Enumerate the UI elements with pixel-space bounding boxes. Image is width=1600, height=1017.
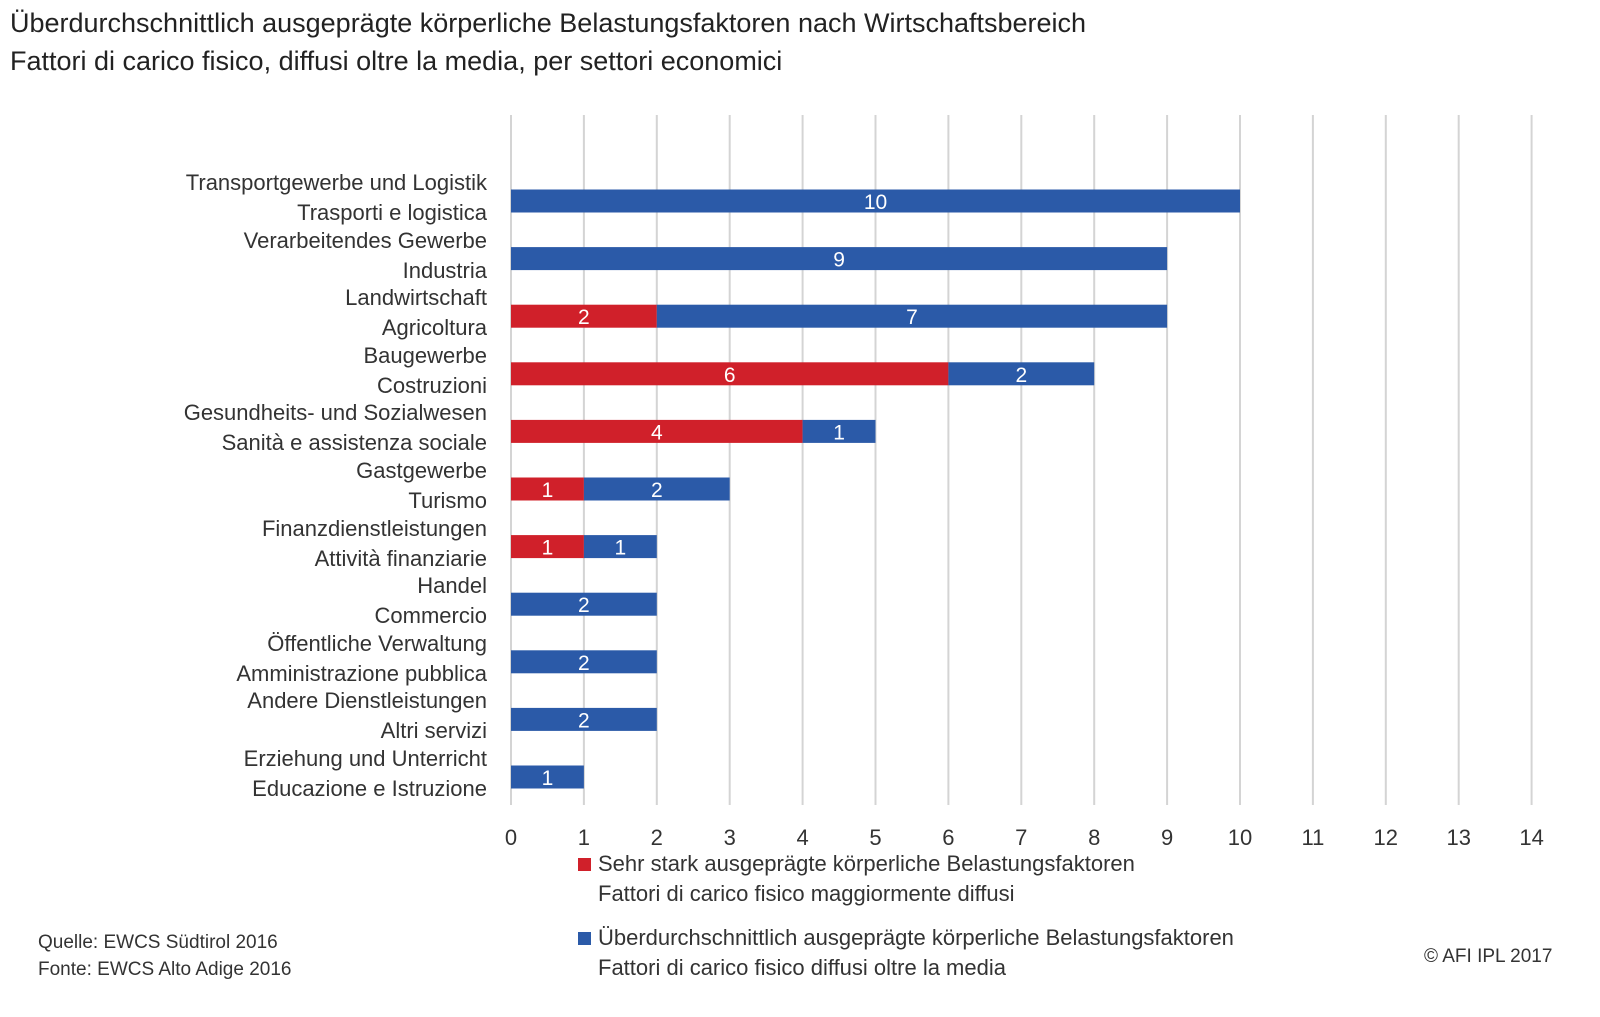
- data-label: 2: [578, 594, 590, 617]
- bar-segment-blue: [802, 419, 876, 443]
- bar-segment-blue: [511, 707, 657, 731]
- bar-segment-red: [511, 477, 584, 501]
- category-label-de: Transportgewerbe und Logistik: [185, 170, 487, 195]
- category-label-de: Gastgewerbe: [356, 458, 487, 483]
- source-de: Quelle: EWCS Südtirol 2016: [38, 932, 278, 953]
- data-label: 2: [578, 709, 590, 732]
- category-label-de: Handel: [417, 573, 487, 599]
- legend-label-blue-it: Fattori di carico fisico diffusi oltre l…: [598, 955, 1006, 980]
- bar-segment-blue: [656, 304, 1168, 328]
- data-label: 2: [1015, 364, 1027, 387]
- x-tick-label: 1: [578, 825, 590, 850]
- category-label-it: Amministrazione pubblica: [236, 660, 487, 686]
- category-label-it: Turismo: [408, 488, 487, 513]
- category-label-de: Verarbeitendes Gewerbe: [243, 227, 487, 253]
- bar-segment-blue: [511, 650, 657, 674]
- bar-segment-red: [511, 362, 949, 386]
- x-tick-label: 11: [1301, 825, 1324, 850]
- category-label-de: Andere Dienstleistungen: [247, 688, 487, 714]
- bar-segment-red: [511, 535, 584, 559]
- data-label: 9: [833, 249, 845, 272]
- legend-label-red-it: Fattori di carico fisico maggiormente di…: [598, 881, 1015, 906]
- data-label: 2: [651, 479, 663, 502]
- bar-segment-blue: [511, 765, 584, 789]
- x-tick-label: 13: [1446, 825, 1470, 850]
- x-tick-label: 8: [1088, 825, 1100, 850]
- data-label: 7: [906, 306, 918, 329]
- x-tick-label: 0: [505, 825, 517, 850]
- x-tick-label: 12: [1374, 825, 1398, 850]
- x-tick-label: 10: [1228, 825, 1252, 850]
- x-tick-label: 7: [1015, 825, 1027, 850]
- x-tick-label: 14: [1519, 825, 1543, 850]
- bar-segment-blue: [948, 362, 1095, 386]
- source-it: Fonte: EWCS Alto Adige 2016: [38, 959, 292, 980]
- bar-segment-blue: [583, 535, 657, 559]
- x-tick-label: 3: [724, 825, 736, 850]
- bar-segment-blue: [583, 477, 730, 501]
- data-label: 1: [542, 537, 554, 560]
- data-label: 10: [864, 191, 887, 214]
- bar-segment-blue: [511, 189, 1240, 213]
- chart-title-de: Überdurchschnittlich ausgeprägte körperl…: [10, 8, 1087, 38]
- legend-swatch-red: [578, 858, 591, 871]
- category-label-de: Öffentliche Verwaltung: [267, 630, 487, 656]
- bar-segment-blue: [511, 247, 1168, 271]
- category-label-de: Finanzdienstleistungen: [261, 515, 487, 541]
- chart-title-it: Fattori di carico fisico, diffusi oltre …: [10, 46, 783, 76]
- data-label: 1: [615, 537, 627, 560]
- category-label-de: Landwirtschaft: [345, 285, 487, 311]
- category-label-it: Costruzioni: [376, 372, 487, 398]
- data-label: 1: [542, 479, 554, 502]
- data-label: 1: [542, 767, 554, 790]
- legend-label-blue-de: Überdurchschnittlich ausgeprägte körperl…: [598, 925, 1234, 950]
- x-tick-label: 9: [1161, 825, 1173, 850]
- bar-segment-red: [511, 419, 803, 443]
- x-tick-label: 6: [942, 825, 954, 850]
- copyright: © AFI IPL 2017: [1424, 946, 1553, 967]
- category-label-it: Trasporti e logistica: [297, 200, 487, 225]
- data-label: 4: [651, 421, 663, 444]
- category-label-de: Gesundheits- und Sozialwesen: [183, 400, 487, 426]
- category-label-it: Sanità e assistenza sociale: [221, 430, 487, 456]
- bar-segment-red: [511, 304, 657, 328]
- legend-swatch-blue: [578, 932, 591, 945]
- category-label-it: Educazione e Istruzione: [252, 776, 487, 801]
- category-label-de: Baugewerbe: [363, 342, 487, 368]
- bar-segment-blue: [511, 592, 657, 616]
- category-label-it: Agricoltura: [381, 315, 487, 341]
- category-label-it: Commercio: [374, 603, 487, 629]
- x-tick-label: 2: [651, 825, 663, 850]
- category-label-it: Attività finanziarie: [314, 545, 487, 571]
- legend-label-red-de: Sehr stark ausgeprägte körperliche Belas…: [598, 851, 1135, 876]
- data-label: 2: [578, 306, 590, 329]
- x-tick-label: 4: [796, 825, 808, 850]
- category-label-it: Altri servizi: [380, 718, 487, 744]
- data-label: 6: [724, 364, 736, 387]
- data-label: 1: [833, 421, 845, 444]
- category-label-de: Erziehung und Unterricht: [243, 746, 487, 771]
- x-tick-label: 5: [869, 825, 881, 850]
- data-label: 2: [578, 652, 590, 675]
- category-label-it: Industria: [402, 257, 487, 283]
